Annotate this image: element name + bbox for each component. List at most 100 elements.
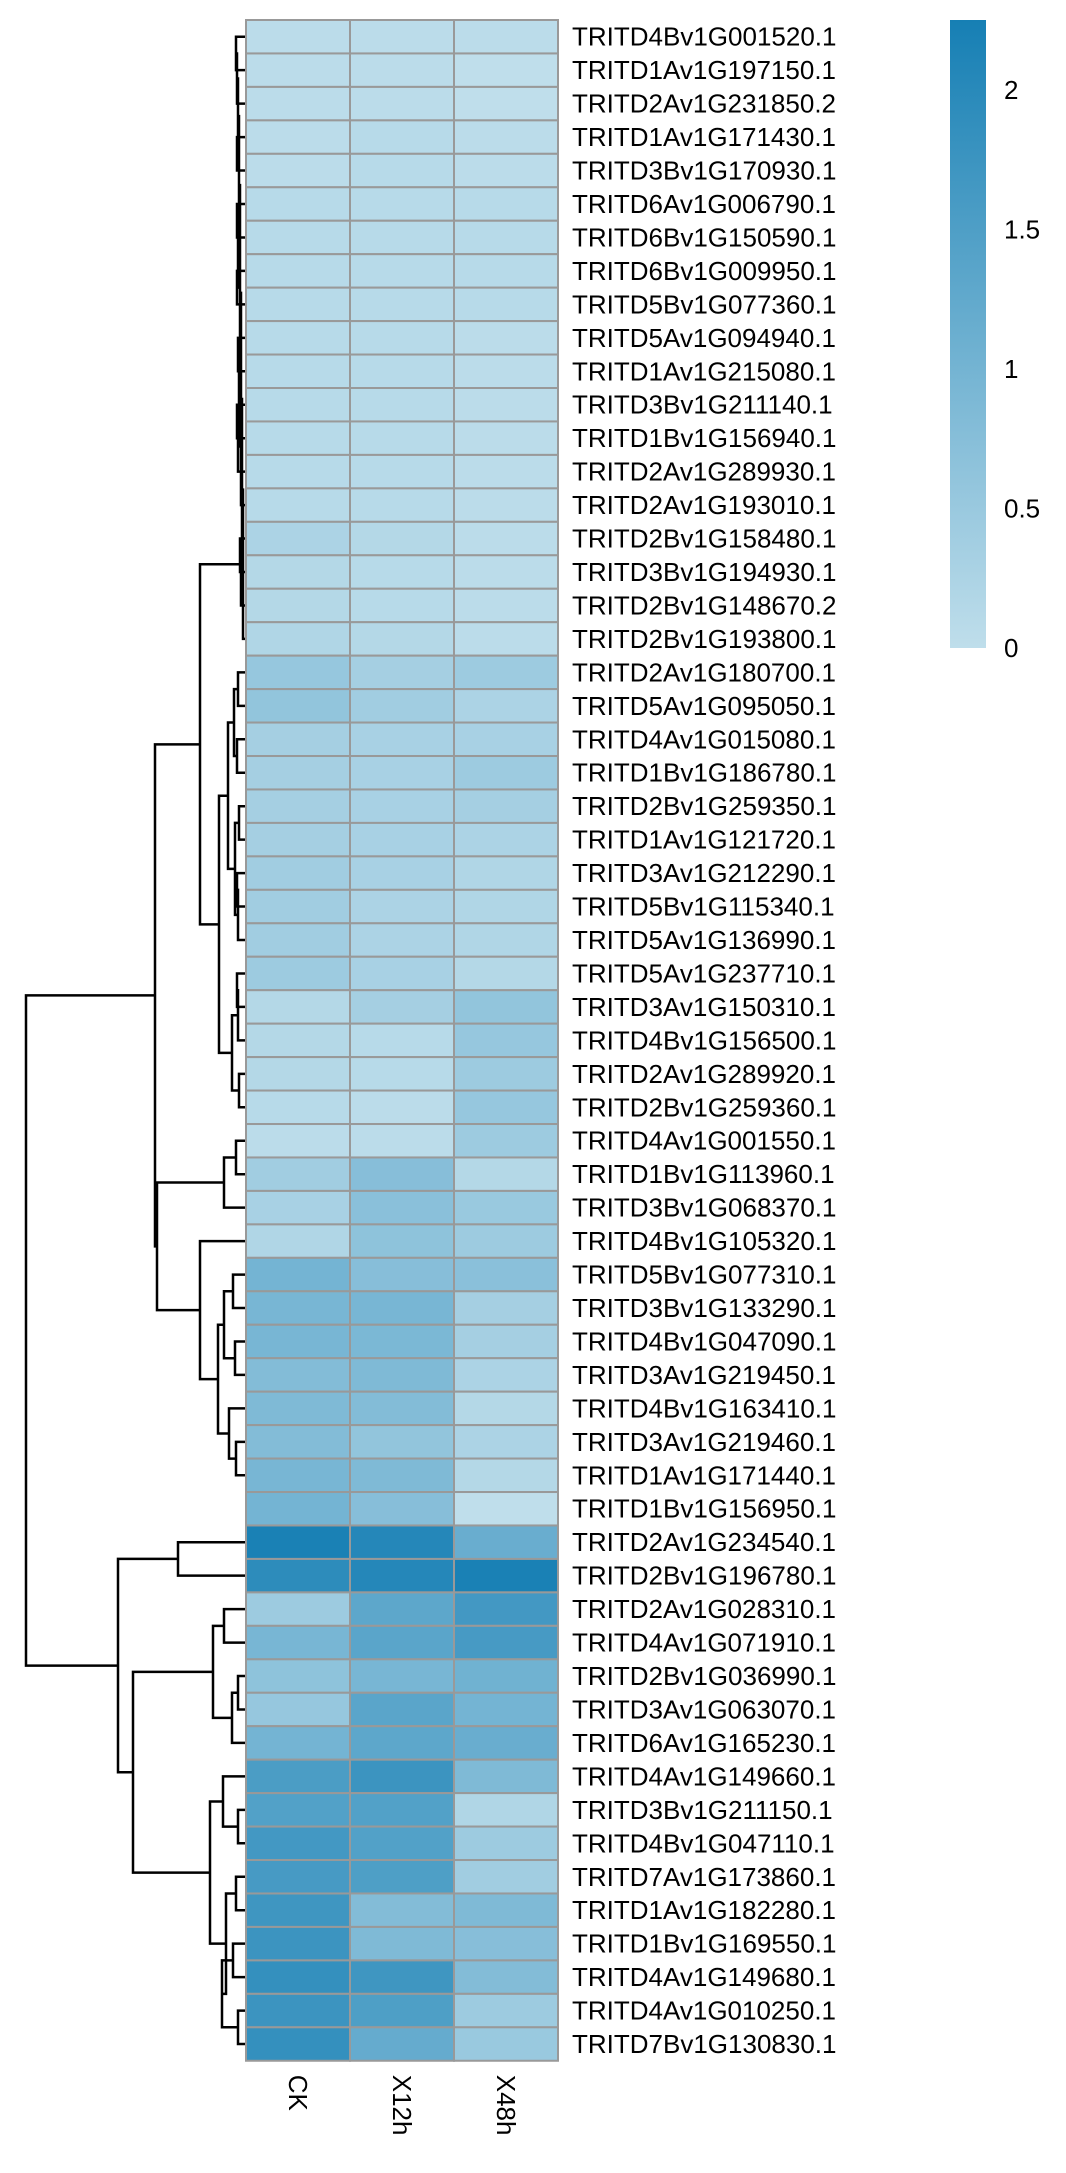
heatmap-cell — [245, 1825, 351, 1862]
heatmap-cell — [349, 487, 455, 523]
heatmap-cell — [453, 955, 559, 992]
heatmap-cell — [245, 1089, 351, 1126]
heatmap-cell — [245, 1189, 351, 1226]
heatmap-cell — [453, 1022, 559, 1059]
heatmap-cell — [453, 1491, 559, 1527]
row-label: TRITD2Av1G234540.1 — [572, 1527, 836, 1557]
heatmap-cell — [453, 1591, 559, 1627]
heatmap-cell — [453, 1290, 559, 1326]
heatmap-cell — [349, 1323, 455, 1360]
heatmap-cell — [245, 119, 351, 155]
dendrogram-branch — [222, 1607, 246, 1644]
heatmap-cell — [453, 1424, 559, 1460]
color-legend: 0 0.5 1 1.5 2 — [950, 20, 1040, 663]
heatmap-cell — [453, 1056, 559, 1092]
heatmap-cell — [349, 755, 455, 791]
heatmap-cell — [245, 1156, 351, 1192]
heatmap-cell — [349, 320, 455, 356]
heatmap-cell — [245, 186, 351, 222]
heatmap-cell — [453, 186, 559, 222]
row-label: TRITD5Av1G237710.1 — [572, 958, 836, 988]
heatmap-cell — [349, 1022, 455, 1059]
heatmap-cell — [245, 2026, 351, 2062]
heatmap-cell — [349, 1256, 455, 1293]
heatmap-cell — [245, 1524, 351, 1560]
column-label: CK — [283, 2075, 313, 2112]
heatmap-cell — [245, 1491, 351, 1527]
heatmap-cell — [453, 1892, 559, 1928]
heatmap-cell — [349, 1524, 455, 1560]
heatmap-cell — [349, 286, 455, 323]
row-label: TRITD7Av1G173860.1 — [572, 1862, 836, 1892]
legend-ticks: 0 0.5 1 1.5 2 — [1004, 75, 1040, 663]
row-label: TRITD2Av1G289930.1 — [572, 457, 836, 487]
heatmap-cell — [245, 286, 351, 323]
heatmap-cell — [245, 85, 351, 122]
row-label: TRITD1Av1G215080.1 — [572, 356, 836, 386]
heatmap-cell — [245, 1758, 351, 1795]
row-label: TRITD3Bv1G068370.1 — [572, 1193, 836, 1223]
heatmap-cell — [349, 587, 455, 624]
dendrogram-branch — [237, 1072, 246, 1109]
heatmap-cell — [453, 1557, 559, 1594]
row-label: TRITD3Av1G150310.1 — [572, 992, 836, 1022]
dendrogram-root — [24, 994, 155, 1667]
heatmap-cell — [453, 621, 559, 657]
heatmap-cell — [245, 320, 351, 356]
heatmap-cell — [349, 420, 455, 456]
row-label: TRITD2Av1G180700.1 — [572, 657, 836, 687]
heatmap-cell — [349, 1792, 455, 1828]
dendrogram-branch — [236, 988, 246, 1042]
legend-tick-label: 2 — [1004, 75, 1018, 105]
heatmap-cell — [453, 1758, 559, 1795]
heatmap-cell — [349, 1223, 455, 1259]
row-label: TRITD3Av1G219450.1 — [572, 1360, 836, 1390]
heatmap-cell — [349, 1624, 455, 1661]
row-label: TRITD3Av1G063070.1 — [572, 1694, 836, 1724]
row-label: TRITD1Bv1G156940.1 — [572, 423, 836, 453]
row-label: TRITD1Bv1G169550.1 — [572, 1929, 836, 1959]
row-label: TRITD2Av1G231850.2 — [572, 89, 836, 119]
heatmap-cell — [453, 788, 559, 824]
row-label: TRITD4Av1G001550.1 — [572, 1126, 836, 1156]
heatmap-cell — [453, 721, 559, 758]
heatmap-cell — [453, 821, 559, 858]
heatmap-cell — [453, 286, 559, 323]
heatmap-cell — [245, 219, 351, 256]
heatmap-cell — [245, 1691, 351, 1728]
heatmap-cell — [349, 1725, 455, 1761]
dendrogram-branch — [176, 1540, 246, 1577]
dendrogram-branch — [221, 1775, 246, 1828]
row-dendrogram — [24, 35, 246, 2046]
heatmap-cell — [245, 520, 351, 557]
dendrogram-branch — [236, 2009, 246, 2046]
heatmap-cell — [245, 1725, 351, 1761]
heatmap-cell — [453, 487, 559, 523]
heatmap-cell — [349, 1825, 455, 1862]
row-label: TRITD4Av1G015080.1 — [572, 724, 836, 754]
heatmap-cell — [453, 1390, 559, 1427]
heatmap-cell — [349, 922, 455, 958]
heatmap-cell — [453, 1925, 559, 1962]
dendrogram-branch — [211, 1624, 232, 1720]
heatmap-cell — [349, 1992, 455, 2029]
row-label: TRITD5Bv1G077360.1 — [572, 289, 836, 319]
heatmap-cell — [453, 1859, 559, 1895]
heatmap-cell — [245, 353, 351, 390]
heatmap-cell — [245, 1390, 351, 1427]
row-label: TRITD2Bv1G148670.2 — [572, 590, 836, 620]
heatmap-cell — [453, 1624, 559, 1661]
heatmap-cell — [349, 788, 455, 824]
heatmap-cell — [349, 1357, 455, 1393]
dendrogram-branch — [236, 1808, 246, 1845]
heatmap-cell — [349, 1591, 455, 1627]
heatmap-cell — [245, 1557, 351, 1594]
heatmap-cell — [349, 253, 455, 289]
heatmap-cell — [349, 1959, 455, 1995]
dendrogram-branch — [155, 1181, 224, 1312]
heatmap-cell — [349, 387, 455, 423]
row-label: TRITD6Av1G006790.1 — [572, 189, 836, 219]
heatmap-cell — [349, 1056, 455, 1092]
heatmap-cell — [349, 1491, 455, 1527]
heatmap-cell — [245, 922, 351, 958]
